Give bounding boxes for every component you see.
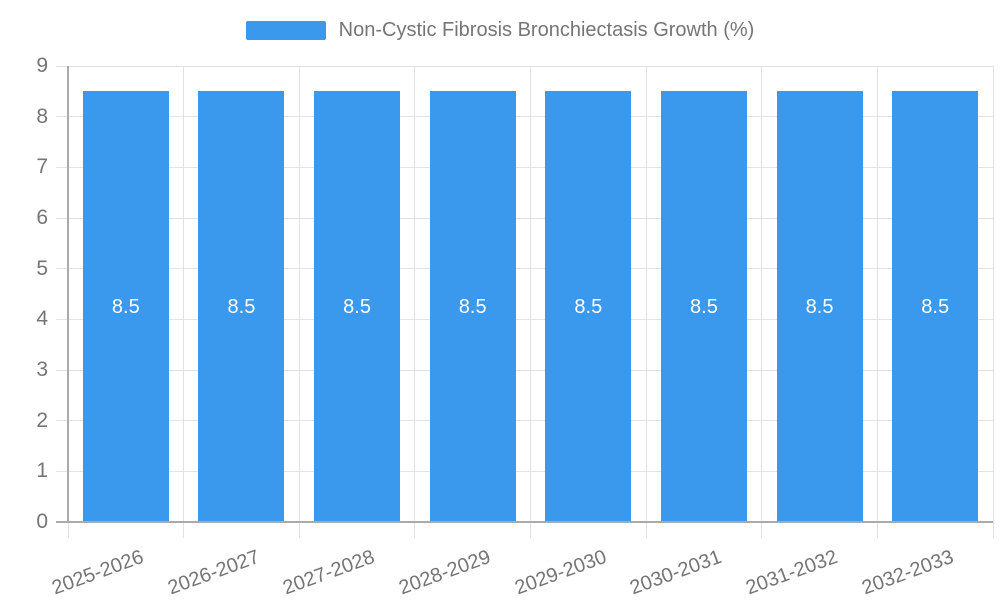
- y-gridline: [56, 116, 993, 118]
- y-tick-label: 9: [36, 54, 48, 77]
- y-gridline: [56, 65, 993, 67]
- y-tick-label: 4: [36, 307, 48, 331]
- x-gridline: [183, 66, 185, 538]
- legend-swatch-icon: [245, 21, 326, 40]
- y-gridline: [56, 166, 993, 168]
- x-tick-label: 2026-2027: [164, 545, 263, 600]
- x-gridline: [761, 66, 763, 538]
- legend-label: Non-Cystic Fibrosis Bronchiectasis Growt…: [338, 19, 755, 41]
- x-gridline: [992, 66, 994, 538]
- legend[interactable]: Non-Cystic Fibrosis Bronchiectasis Growt…: [0, 19, 1000, 42]
- y-gridline: [56, 217, 993, 219]
- y-axis-line: [67, 66, 69, 522]
- x-tick-label: 2031-2032: [743, 545, 841, 600]
- x-gridline: [645, 66, 647, 538]
- bar[interactable]: [776, 91, 863, 522]
- bar[interactable]: [892, 91, 979, 522]
- y-tick-label: 1: [36, 459, 48, 483]
- x-axis-line: [56, 521, 993, 523]
- bar[interactable]: [545, 91, 632, 522]
- x-tick-label: 2032-2033: [858, 545, 957, 600]
- bar[interactable]: [198, 91, 285, 522]
- bar[interactable]: [660, 91, 747, 522]
- bar[interactable]: [429, 91, 516, 522]
- y-tick-label: 8: [36, 104, 48, 128]
- y-tick-label: 2: [36, 408, 48, 432]
- x-tick-label: 2027-2028: [280, 545, 378, 600]
- bar[interactable]: [82, 91, 169, 522]
- x-gridline: [530, 66, 531, 538]
- x-tick-label: 2028-2029: [396, 545, 494, 600]
- y-gridline: [56, 318, 993, 320]
- y-gridline: [56, 470, 993, 472]
- y-gridline: [56, 268, 993, 270]
- y-tick-label: 0: [36, 510, 48, 533]
- y-tick-label: 3: [36, 358, 48, 381]
- y-gridline: [56, 369, 993, 371]
- x-tick-label: 2029-2030: [511, 545, 610, 600]
- y-tick-label: 5: [36, 256, 48, 280]
- x-gridline: [298, 66, 300, 538]
- x-gridline: [414, 66, 416, 538]
- y-tick-label: 7: [36, 155, 48, 179]
- y-tick-label: 6: [36, 206, 48, 229]
- x-tick-label: 2025-2026: [49, 545, 147, 600]
- x-tick-label: 2030-2031: [627, 545, 725, 600]
- x-gridline: [876, 66, 878, 538]
- y-gridline: [56, 420, 993, 422]
- bar[interactable]: [314, 91, 401, 522]
